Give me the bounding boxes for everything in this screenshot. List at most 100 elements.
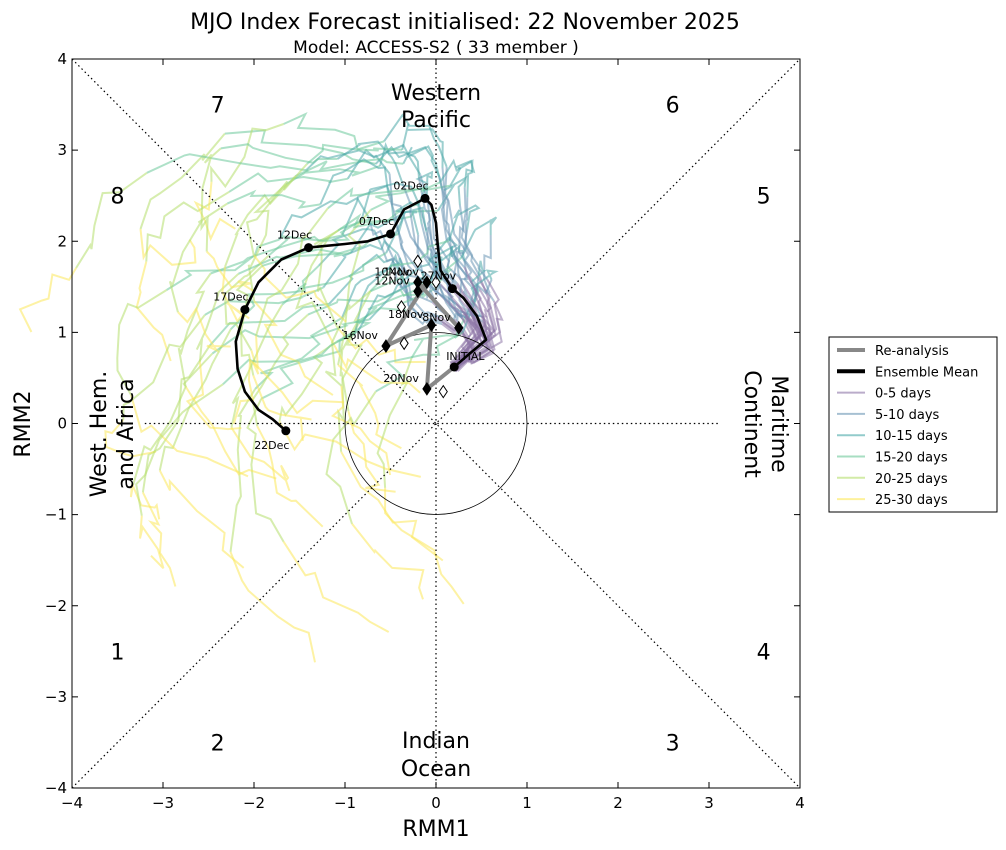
x-tick-label: 0 [431,794,441,812]
region-label-left-line: and Africa [114,378,139,489]
member-track-line [168,202,228,313]
member-track-line [439,283,477,364]
y-tick-label: 0 [57,415,67,433]
member-track-line [387,192,442,286]
phase-number-label: 3 [666,731,680,756]
reanalysis-date-label: 8Nov [422,311,451,324]
legend-entry-label: Ensemble Mean [875,365,978,380]
ensemble-mean-marker [386,229,395,239]
reanalysis-marker [413,284,423,299]
reanalysis-date-label: 10Nov [374,265,410,278]
member-track-line [441,167,466,268]
member-track-line [254,317,343,390]
member-track-line [230,427,291,492]
member-track-line [222,330,359,386]
member-track-line [460,187,481,277]
member-track-line [399,266,436,318]
member-track-line [401,123,444,168]
member-track-line [229,551,316,663]
ensemble-mean-date-label: 27Nov [421,270,457,283]
ensemble-mean-date-label: 12Dec [277,229,312,242]
y-tick-label: −2 [45,597,67,615]
region-label-bottom: Ocean [401,757,471,782]
y-tick-label: 2 [57,232,67,250]
x-tick-label: −4 [61,794,83,812]
member-track-line [235,265,263,376]
member-track-line [423,279,466,322]
unit-circle [344,332,528,515]
ensemble-mean-marker [304,243,314,253]
member-track-line [307,281,431,316]
member-track-line [220,143,338,164]
member-track-line [282,541,390,633]
member-track-line [252,375,312,441]
member-track-line [184,385,277,480]
reanalysis-marker [381,339,391,353]
ensemble-mean-track: INITIAL 27Nov 02Dec 07Dec 12Dec 17Dec 22Dec [213,179,488,452]
phase-number-label: 4 [757,640,771,665]
member-track-line [375,331,464,393]
member-track-line [402,145,441,178]
member-track-line [75,171,148,269]
member-track-line [410,317,466,359]
member-track-line [278,421,422,478]
axis-ticks: −4 −3 −2 −1 0 1 2 3 4 −4 −3 −2 −1 0 1 2 3 4 [45,50,805,812]
member-track-line [420,224,457,305]
reanalysis-open-marker [413,254,423,269]
member-track-line [463,260,487,319]
member-track-line [232,335,259,425]
member-track-line [246,398,285,543]
legend-entry-label: 15-20 days [875,451,948,466]
reanalysis-date-label: 16Nov [342,329,378,342]
member-track-line [135,383,224,516]
member-track-line [255,207,329,336]
member-track-line [325,390,377,525]
region-label-right-line: Continent [739,370,764,478]
member-track-line [104,419,157,458]
member-track-line [337,364,402,450]
reanalysis-marker [422,275,432,290]
member-track-line [205,250,254,292]
reanalysis-open-marker [431,275,441,290]
member-track-line [460,216,498,259]
x-tick-label: −2 [243,794,265,812]
member-track-line [319,158,390,205]
phase-numbers: 1 2 3 4 5 6 7 8 [111,94,771,757]
member-track-line [330,385,392,476]
phase-number-label: 2 [211,731,225,756]
reanalysis-marker [426,318,437,332]
reanalysis-open-marker [396,299,407,314]
member-track-line [337,202,420,232]
reanalysis-date-label: 14Nov [383,265,419,278]
y-tick-label: 4 [57,50,67,68]
diagonal-guide [71,58,801,789]
member-track-line [458,260,477,317]
x-axis-label: RMM1 [402,817,469,842]
member-track-line [139,132,226,230]
member-track-line [177,272,212,387]
member-track-line [379,142,420,179]
diagonal-guide [71,58,801,789]
x-tick-label: 1 [522,794,532,812]
ensemble-mean-date-label: 02Dec [393,179,428,192]
member-track-line [351,523,425,600]
phase-number-label: 8 [111,185,125,210]
y-tick-label: −4 [45,779,67,797]
region-label-top: Pacific [401,108,471,133]
reanalysis-open-marker [399,336,409,351]
member-track-line [360,182,421,221]
member-track-line [211,318,370,355]
ensemble-member-tracks [18,111,504,663]
legend-box [828,336,998,513]
phase-guides [71,58,801,789]
region-label-left: West. Hem. and Africa [87,371,139,498]
ensemble-mean-marker [240,305,250,315]
member-track-line [384,487,465,605]
reanalysis-date-label: 18Nov [388,308,424,321]
member-track-line [336,326,426,364]
member-track-line [339,290,372,412]
reanalysis-date-label: 20Nov [383,372,419,385]
legend: Re-analysis Ensemble Mean 0-5 days 5-10 day… [828,336,998,513]
